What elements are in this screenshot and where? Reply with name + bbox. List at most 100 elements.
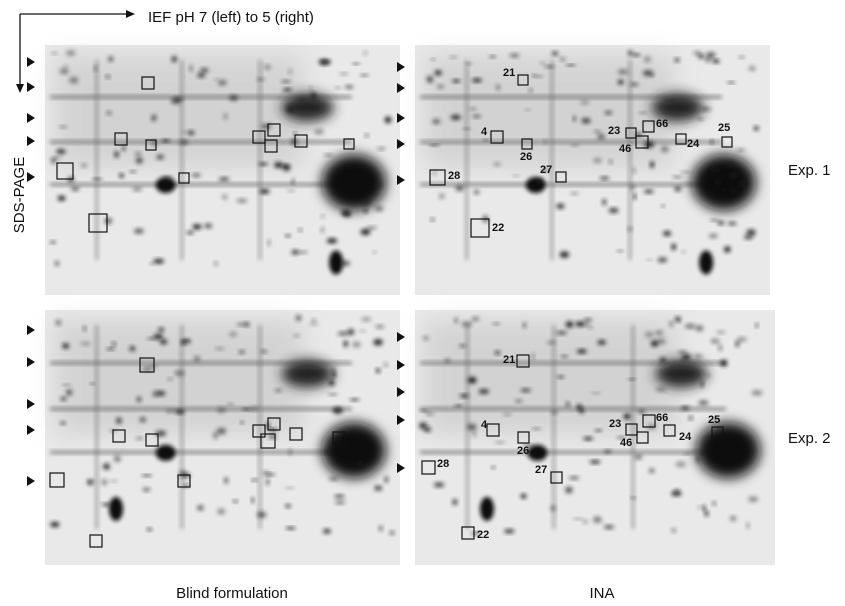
gel-spot: [242, 407, 251, 411]
gel-spot: [432, 119, 441, 125]
gel-blob: [329, 250, 344, 275]
gel-spot: [627, 226, 632, 232]
gel-spot: [604, 110, 613, 115]
gel-streak: [50, 182, 352, 187]
gel-spot: [311, 318, 316, 322]
gel-spot: [80, 163, 88, 168]
gel-spot: [430, 218, 435, 222]
spot-label: 66: [656, 412, 668, 424]
gel-spot: [471, 531, 480, 536]
spot-box: [56, 162, 74, 180]
gel-spot: [218, 177, 230, 182]
gel-spot: [559, 251, 570, 259]
gel-spot: [657, 257, 668, 263]
gel-spot: [459, 344, 466, 348]
gel-spot: [436, 84, 444, 90]
gel-spot: [671, 243, 677, 251]
spot-box: [289, 427, 303, 441]
axis-arrows: [19, 13, 130, 88]
gel-spot: [608, 159, 613, 164]
gel-spot: [54, 260, 60, 267]
gel-spot: [373, 338, 383, 346]
gel-spot: [373, 485, 383, 491]
gel-spot: [433, 482, 445, 488]
ief-label: IEF pH 7 (left) to 5 (right): [148, 9, 314, 26]
gel-spot: [218, 79, 227, 86]
gel-streak: [420, 182, 722, 187]
gel-spot: [361, 316, 372, 322]
gel-spot: [62, 383, 71, 386]
gel-spot: [751, 390, 763, 396]
gel-spot: [197, 72, 206, 78]
gel-spot: [60, 396, 67, 401]
spot-box: [141, 76, 155, 90]
marker-arrowhead: [27, 82, 35, 92]
gel-haze: [425, 320, 677, 435]
gel-spot: [570, 191, 579, 196]
gel-spot: [114, 151, 119, 158]
gel-streak: [631, 325, 635, 529]
gel-spot: [298, 228, 302, 232]
gel-spot: [674, 316, 681, 322]
gel-spot: [556, 203, 565, 209]
gel-spot: [108, 56, 114, 62]
gel-spot: [570, 144, 579, 147]
gel-spot: [285, 526, 296, 530]
gel-spot: [265, 472, 276, 477]
spot-box: [642, 414, 656, 428]
spot-box: [89, 534, 103, 548]
gel-spot: [603, 524, 615, 530]
gel-spot: [531, 353, 535, 360]
gel-spot: [727, 221, 737, 226]
gel-spot: [492, 322, 500, 325]
gel-spot: [281, 79, 292, 84]
gel-haze: [55, 55, 304, 168]
gel-spot: [478, 388, 489, 395]
spot-box: [294, 134, 308, 148]
gel-spot: [550, 505, 556, 512]
gel-spot: [383, 362, 388, 368]
gel-spot: [650, 340, 659, 347]
gel-spot: [331, 367, 336, 371]
gel-blob: [155, 444, 176, 461]
gel-spot: [171, 55, 178, 63]
gel-spot: [534, 75, 543, 78]
gel-spot: [286, 106, 295, 113]
annotations: 21 4 26 27 28 22 23 66 46 24 25 21 4 26 27 28 22 23 66 46 24…: [27, 57, 733, 548]
spot-box: [625, 423, 638, 436]
gel-spot: [726, 161, 735, 167]
gel-spot: [727, 81, 736, 84]
gel-spot: [532, 427, 542, 431]
gel-spot: [347, 328, 355, 336]
gel-spot: [80, 341, 91, 346]
gel-spot: [729, 172, 739, 179]
gel-spot: [454, 317, 458, 324]
gel-spot: [664, 98, 675, 101]
spot-label: 25: [708, 414, 720, 426]
gel: [45, 45, 400, 295]
gel-spot: [174, 370, 185, 377]
gel-spot: [675, 461, 687, 468]
gel-spot: [101, 502, 112, 507]
gel-spot: [455, 185, 464, 191]
gel-spot: [261, 349, 267, 354]
gel-spot: [282, 164, 291, 171]
gel-spot: [351, 341, 361, 348]
gel-spot: [244, 322, 250, 327]
gel-blob: [321, 154, 386, 211]
gel-spot: [50, 240, 56, 244]
gel-spot: [360, 73, 369, 77]
gel-spot: [104, 217, 113, 224]
gel-spot: [713, 181, 723, 184]
gel-spot: [156, 154, 165, 160]
gel-spot: [420, 409, 428, 413]
gel-spot: [326, 238, 338, 244]
spot-box: [145, 433, 159, 447]
gel-spot: [192, 223, 202, 230]
marker-arrowhead: [397, 139, 405, 149]
gel-spot: [320, 226, 325, 234]
gel-spot: [694, 353, 703, 360]
spot-box: [145, 139, 157, 151]
gel-spot: [423, 426, 432, 433]
marker-arrowhead: [397, 360, 405, 370]
